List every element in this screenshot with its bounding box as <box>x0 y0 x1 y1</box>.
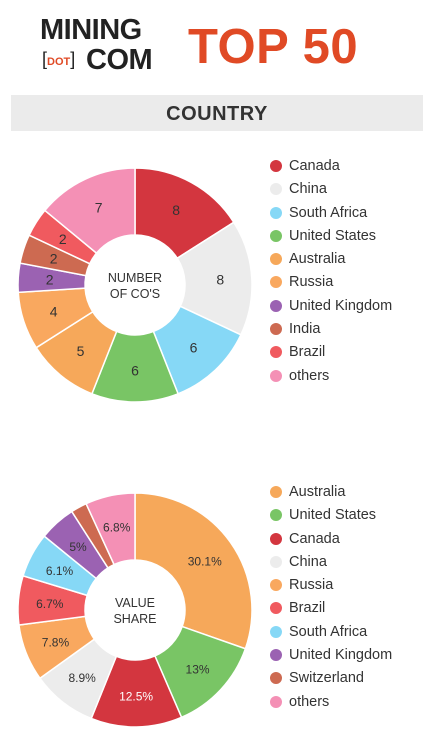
legend-item: China <box>270 554 430 570</box>
legend-label: Russia <box>289 577 334 594</box>
legend-label: Canada <box>289 530 340 547</box>
legend-number-of-companies: Canada China South Africa United States Aust… <box>270 158 430 391</box>
legend-item: Russia <box>270 274 430 290</box>
legend-swatch <box>270 509 282 522</box>
slice-value-label: 8 <box>216 272 224 288</box>
slice-value-label: 2 <box>59 231 67 247</box>
legend-swatch <box>270 579 282 592</box>
slice-value-label: 6 <box>190 339 198 355</box>
legend-swatch <box>270 206 282 219</box>
legend-item: United States <box>270 228 430 244</box>
legend-item: United Kingdom <box>270 298 430 314</box>
legend-label: South Africa <box>289 204 368 221</box>
legend-swatch <box>270 323 282 336</box>
legend-item: Brazil <box>270 600 430 616</box>
legend-label: United Kingdom <box>289 297 393 314</box>
legend-item: Canada <box>270 158 430 174</box>
brand-mining-text: MINING <box>40 14 142 46</box>
center-label-line: SHARE <box>113 612 156 626</box>
legend-label: Australia <box>289 484 346 500</box>
legend-item: India <box>270 321 430 337</box>
legend-item: others <box>270 368 430 384</box>
slice-value-label: 30.1% <box>188 555 222 569</box>
section-title: COUNTRY <box>11 95 423 131</box>
brand-dot-text: [DOT] <box>42 49 76 69</box>
slice-value-label: 12.5% <box>119 689 153 703</box>
donut-slice-others <box>85 492 136 566</box>
legend-swatch <box>270 555 282 568</box>
donut-slice-australia <box>134 492 253 650</box>
slice-value-label: 6.1% <box>46 564 74 578</box>
legend-swatch <box>270 532 282 545</box>
brand-dot-label: DOT <box>47 56 71 68</box>
legend-swatch <box>270 602 282 615</box>
legend-swatch <box>270 183 282 196</box>
legend-label: China <box>289 553 327 570</box>
legend-swatch <box>270 253 282 266</box>
legend-label: United States <box>289 227 377 244</box>
legend-label: South Africa <box>289 623 368 640</box>
legend-item: Australia <box>270 484 430 500</box>
legend-value-share: Australia United States Canada China Russia B… <box>270 484 430 717</box>
slice-value-label: 6.7% <box>36 597 64 611</box>
legend-item: United States <box>270 507 430 523</box>
slice-value-label: 5 <box>77 343 85 359</box>
legend-swatch <box>270 649 282 662</box>
donut-slice-others <box>43 167 136 255</box>
brand-com-text: COM <box>86 44 153 76</box>
legend-swatch <box>270 299 282 312</box>
slice-value-label: 6 <box>131 363 139 379</box>
slice-value-label: 7.8% <box>42 635 70 649</box>
donut-slice-china <box>176 221 253 336</box>
legend-swatch <box>270 346 282 359</box>
slice-value-label: 2 <box>50 251 58 267</box>
legend-swatch <box>270 229 282 242</box>
legend-item: Brazil <box>270 344 430 360</box>
slice-value-label: 8 <box>172 202 180 218</box>
slice-value-label: 6.8% <box>103 520 131 534</box>
legend-label: Canada <box>289 158 340 174</box>
slice-value-label: 13% <box>186 662 210 676</box>
center-label-line: NUMBER <box>108 271 162 285</box>
legend-label: Brazil <box>289 600 326 617</box>
slice-value-label: 4 <box>50 303 58 319</box>
center-label-line: VALUE <box>115 596 155 610</box>
donut-slice-canada <box>134 167 235 260</box>
brand-logo: MINING [DOT] COM TOP 50 <box>40 14 400 80</box>
donut-chart-value-share: 30.1% 13% 12.5% 8.9% 7.8% 6.7% 6.1% 5% 6.8% VALUE… <box>17 492 253 728</box>
legend-label: Russia <box>289 274 334 291</box>
legend-swatch <box>270 160 282 172</box>
slice-value-label: 8.9% <box>69 671 97 685</box>
legend-swatch <box>270 369 282 382</box>
legend-item: South Africa <box>270 205 430 221</box>
legend-label: others <box>289 367 330 384</box>
legend-item: China <box>270 181 430 197</box>
legend-swatch <box>270 625 282 638</box>
legend-label: Australia <box>289 251 346 268</box>
legend-item: South Africa <box>270 624 430 640</box>
legend-label: Brazil <box>289 344 326 361</box>
legend-label: United Kingdom <box>289 647 393 664</box>
legend-swatch <box>270 695 282 708</box>
legend-item: others <box>270 694 430 710</box>
legend-item: Switzerland <box>270 670 430 686</box>
legend-label: United States <box>289 507 377 524</box>
legend-item: Canada <box>270 531 430 547</box>
slice-value-label: 2 <box>46 272 54 288</box>
slice-value-label: 5% <box>69 540 87 554</box>
brand-top-title: TOP 50 <box>188 20 359 74</box>
legend-item: Russia <box>270 577 430 593</box>
legend-label: India <box>289 321 321 338</box>
legend-label: others <box>289 693 330 710</box>
legend-swatch <box>270 672 282 685</box>
legend-label: Switzerland <box>289 670 364 687</box>
legend-item: Australia <box>270 251 430 267</box>
center-label-line: OF CO'S <box>110 287 160 301</box>
legend-item: United Kingdom <box>270 647 430 663</box>
legend-swatch <box>270 486 282 498</box>
legend-swatch <box>270 276 282 289</box>
legend-label: China <box>289 181 327 198</box>
slice-value-label: 7 <box>95 200 103 216</box>
